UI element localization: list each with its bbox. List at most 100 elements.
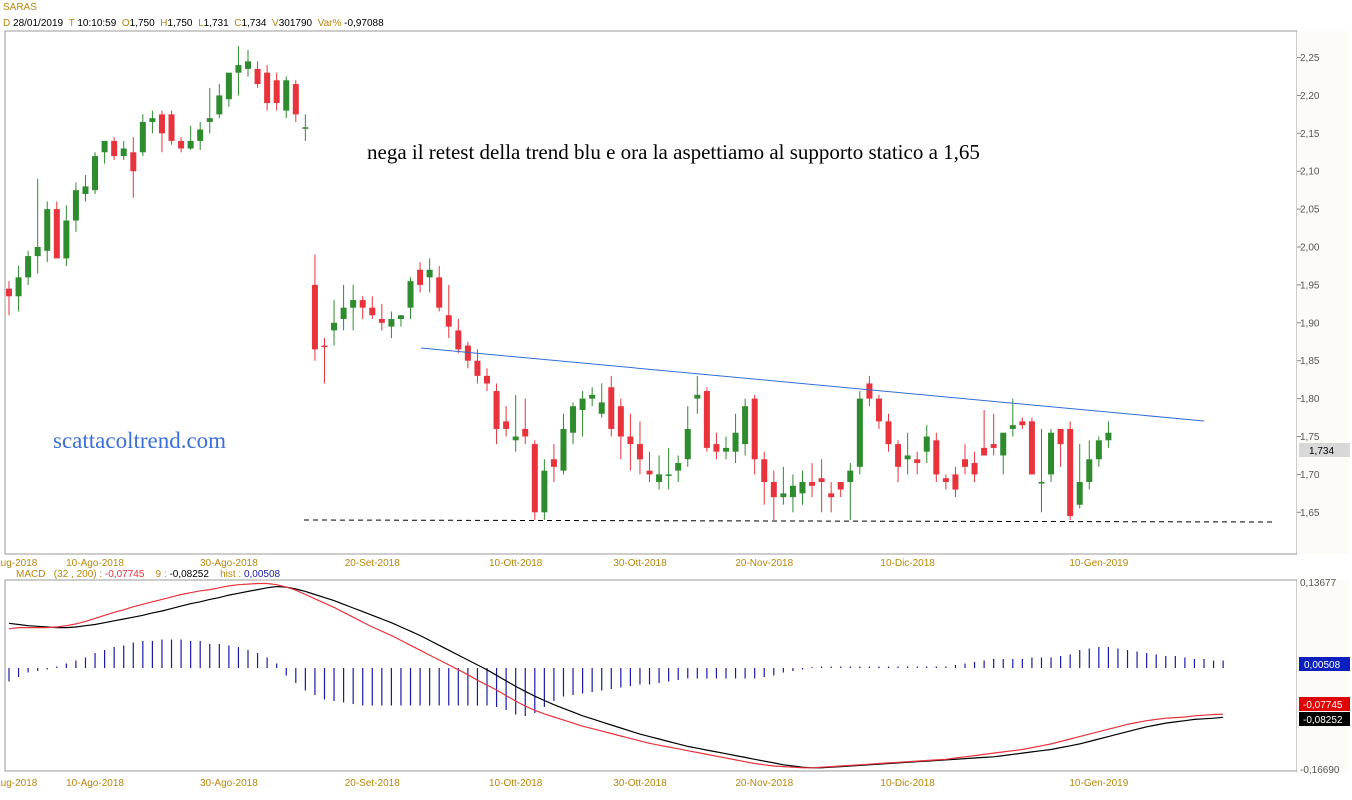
macd-signal-line [8, 585, 1224, 769]
close-key: C [234, 18, 242, 29]
last-price-label: 1,734 [1309, 446, 1334, 457]
candle-body-down [866, 383, 873, 399]
candle-body-up [397, 315, 404, 320]
candle-body-up [856, 398, 863, 467]
candle-body-up [904, 455, 911, 460]
low-value: 1,731 [203, 18, 229, 29]
candle-body-up [1076, 481, 1083, 505]
macd-value-box [1299, 697, 1350, 711]
price-y-tick-label: 2,05 [1300, 205, 1320, 216]
chart-header: SARAS [3, 2, 37, 13]
macd-y-tick-label: -0,16690 [1300, 765, 1340, 776]
candle-body-up [302, 127, 309, 129]
candle-body-up [598, 402, 605, 414]
macd-value-box-label: -0,07745 [1303, 700, 1343, 711]
candle-body-up [63, 220, 70, 259]
candle-body-up [742, 406, 749, 445]
candle-body-up [1048, 432, 1055, 475]
price-y-tick-label: 2,00 [1300, 243, 1320, 254]
volume-value: 301790 [278, 18, 313, 29]
candle-body-down [770, 481, 777, 498]
macd-x-tick-label: 20-Nov-2018 [735, 778, 793, 789]
candle-body-down [168, 114, 175, 141]
price-y-tick-label: 2,10 [1300, 167, 1320, 178]
candle-body-down [885, 421, 892, 445]
candle-body-up [1095, 440, 1102, 460]
candle-body-up [1000, 432, 1007, 456]
signal-value-box-label: -0,08252 [1303, 715, 1343, 726]
close-value: 1,734 [241, 18, 267, 29]
candle-body-down [417, 269, 424, 285]
macd-x-tick-label: 30-Ott-2018 [613, 778, 667, 789]
ohlc-info: D 28/01/2019 T 10:10:59 O1,750 H1,750 L1… [3, 18, 384, 29]
hist-label: hist : [220, 569, 242, 580]
candle-body-up [197, 129, 204, 141]
price-x-tick-label: 10-Dic-2018 [880, 558, 935, 569]
macd-x-tick-label: 10-Ago-2018 [66, 778, 124, 789]
candle-body-up [350, 300, 357, 308]
candle-body-up [101, 140, 108, 153]
price-y-axis: 2,25 2,20 2,15 2,10 2,05 2,00 1,95 1,90 1,85 1,80… [1297, 53, 1320, 519]
price-panel [4, 30, 1298, 555]
candle-body-up [149, 118, 156, 122]
candle-body-up [789, 485, 796, 498]
candle-body-up [139, 121, 146, 153]
candle-body-up [579, 398, 586, 410]
candle-body-down [1057, 428, 1064, 445]
macd-x-tick-label: 10-Dic-2018 [880, 778, 935, 789]
candle-body-down [1067, 428, 1074, 517]
candle-body-up [675, 463, 682, 471]
candle-body-down [1028, 421, 1035, 475]
high-key: H [160, 18, 168, 29]
annotation-comment: nega il retest della trend blu e ora la … [367, 140, 980, 164]
candle-body-down [359, 300, 366, 308]
macd-x-tick-label: 10-Gen-2019 [1069, 778, 1128, 789]
trend-line [420, 347, 1205, 422]
candle-body-up [388, 319, 395, 327]
candle-body-down [6, 288, 12, 297]
hist-value-box [1299, 657, 1350, 671]
candle-body-up [187, 140, 194, 149]
candle-body-down [484, 375, 490, 384]
price-y-tick-label: 1,75 [1300, 432, 1320, 443]
signal-label: 9 : [155, 569, 167, 580]
time-value: 10:10:59 [77, 18, 117, 29]
var-value: -0,97088 [344, 18, 384, 29]
price-x-tick-label: 30-Ago-2018 [200, 558, 258, 569]
candle-body-down [464, 345, 471, 361]
date-value: 28/01/2019 [13, 18, 64, 29]
candle-body-up [206, 118, 213, 122]
candle-body-up [44, 209, 51, 251]
candle-body-up [684, 428, 691, 460]
price-x-tick-label: 10-Ago-2018 [66, 558, 124, 569]
candle-body-up [570, 406, 577, 433]
macd-params: (32 , 200) : [53, 569, 103, 580]
candle-body-up [120, 148, 127, 157]
candle-body-down [1019, 421, 1026, 426]
candle-body-up [25, 256, 32, 278]
macd-name: MACD [16, 569, 46, 580]
candle-body-down [608, 387, 615, 429]
candle-body-down [130, 152, 137, 172]
candle-body-down [809, 481, 816, 486]
candle-body-up [560, 428, 567, 471]
macd-axis-area [1297, 580, 1349, 771]
price-x-axis: 30-Lug-2018 10-Ago-2018 30-Ago-2018 20-Set-… [0, 558, 1129, 569]
candle-body-up [665, 474, 672, 476]
candle-body-up [541, 470, 548, 513]
candle-body-down [646, 470, 653, 475]
symbol-label: SARAS [3, 2, 37, 13]
candle-body-down [522, 428, 529, 437]
candle-body-up [1086, 459, 1093, 482]
price-y-tick-label: 1,65 [1300, 508, 1320, 519]
macd-histogram [8, 639, 1224, 716]
candle-body-up [923, 436, 930, 452]
signal-value-box [1299, 712, 1350, 726]
candle-body-down [617, 406, 624, 437]
candle-body-down [636, 444, 643, 460]
candle-body-down [273, 80, 280, 104]
candle-body-up [72, 190, 79, 221]
candle-body-up [15, 277, 22, 297]
candle-body-down [178, 140, 185, 149]
